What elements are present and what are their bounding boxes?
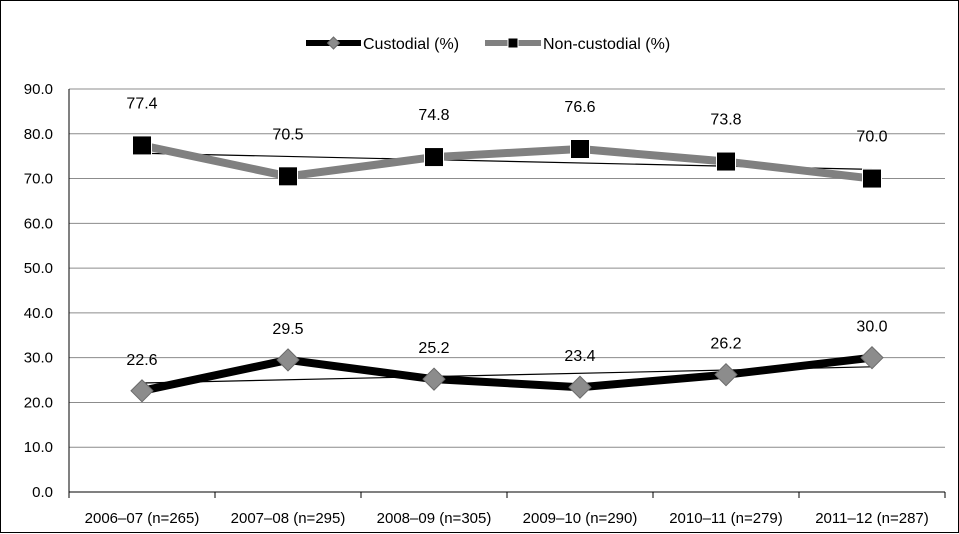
data-label: 23.4 [564,348,595,365]
data-label: 70.5 [272,126,303,143]
square-marker [424,147,444,168]
series-line [138,353,876,395]
grid-layer [69,88,945,448]
diamond-marker [568,375,592,399]
y-tick-label: 80.0 [24,126,53,143]
data-label: 76.6 [564,99,595,116]
diamond-marker [714,362,738,387]
data-label: 26.2 [710,336,741,353]
series-line [138,141,876,183]
y-tick-label: 0.0 [32,484,53,501]
data-label: 29.5 [272,321,303,338]
y-tick-label: 30.0 [24,350,53,367]
diamond-marker [326,36,341,50]
data-label: 74.8 [418,107,449,124]
square-marker [132,135,152,156]
x-tick-label: 2011–12 (n=287) [815,510,929,527]
data-label-layer: 22.6 29.5 25.2 23.4 26.2 30.0 77.4 70.5 74.8 76.6… [126,95,887,368]
square-marker [716,151,736,172]
data-label: 70.0 [856,129,887,146]
x-tick-label: 2006–07 (n=265) [85,510,200,527]
x-tick-label: 2009–10 (n=290) [523,510,638,527]
series-layer [130,135,884,403]
square-marker [862,168,882,189]
legend-label: Non-custodial (%) [543,36,670,53]
y-tick-label: 50.0 [24,260,53,277]
x-tick-label: 2010–11 (n=279) [669,510,783,527]
data-label: 22.6 [126,352,157,369]
data-label: 30.0 [856,319,887,336]
y-tick-label: 70.0 [24,171,53,188]
y-tick-label: 60.0 [24,215,53,232]
y-tick-label: 40.0 [24,305,53,322]
axis-layer: 0.0 10.0 20.0 30.0 40.0 50.0 60.0 70.0 80.0 90.0 2… [24,81,946,527]
diamond-marker [276,348,300,372]
x-tick-label: 2008–09 (n=305) [377,510,492,527]
diamond-marker [130,379,154,403]
data-label: 77.4 [126,95,157,112]
data-label: 73.8 [710,112,741,129]
square-marker [278,166,298,187]
data-label: 25.2 [418,340,449,357]
square-marker [570,139,590,160]
diamond-marker [422,367,446,391]
y-tick-label: 20.0 [24,394,53,411]
square-marker [507,37,519,49]
diamond-marker [860,345,884,370]
x-tick-label: 2007–08 (n=295) [231,510,346,527]
y-tick-label: 90.0 [24,81,53,98]
legend: Custodial (%) Non-custodial (%) [306,36,670,53]
legend-label: Custodial (%) [363,36,459,53]
y-tick-label: 10.0 [24,439,53,456]
